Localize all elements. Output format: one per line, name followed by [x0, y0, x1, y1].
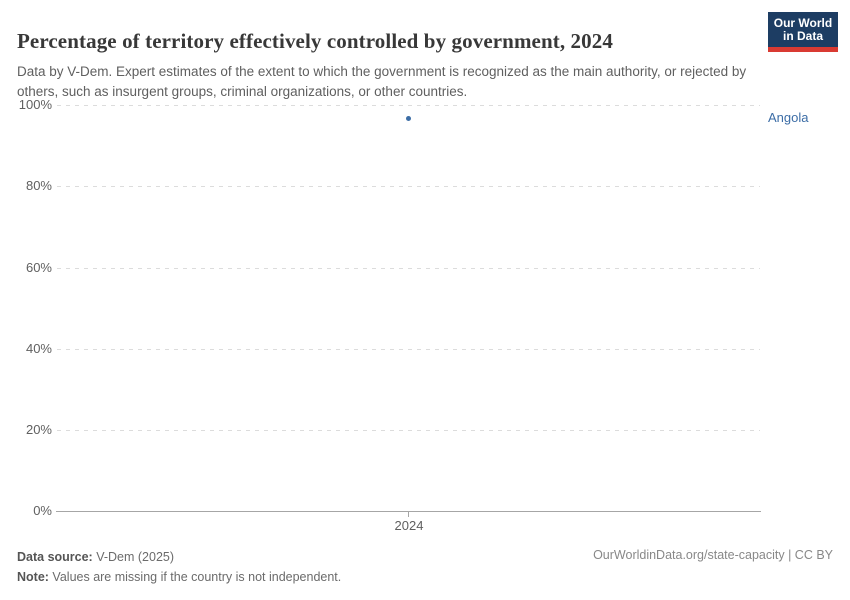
y-axis-tick-label: 40% [25, 341, 52, 356]
license-link[interactable]: OurWorldinData.org/state-capacity | CC B… [593, 548, 833, 562]
gridline-40 [57, 349, 760, 350]
y-axis-tick-label: 0% [33, 503, 52, 518]
x-axis-tick-mark [408, 512, 409, 517]
x-axis-line [56, 511, 761, 512]
owid-logo[interactable]: Our World in Data [768, 12, 838, 52]
series-label-angola[interactable]: Angola [768, 110, 809, 125]
data-source-label: Data source: [17, 550, 93, 564]
gridline-80 [57, 186, 760, 187]
y-axis-tick-label: 100% [18, 97, 52, 112]
data-point-angola[interactable] [406, 116, 411, 121]
data-source-line: Data source: V-Dem (2025) [17, 547, 341, 567]
gridline-20 [57, 430, 760, 431]
y-axis-tick-label: 20% [25, 422, 52, 437]
y-axis-tick-label: 80% [25, 178, 52, 193]
owid-logo-line2: in Data [782, 29, 823, 43]
footer-notes: Data source: V-Dem (2025) Note: Values a… [17, 547, 341, 587]
y-axis-tick-label: 60% [25, 260, 52, 275]
page-title: Percentage of territory effectively cont… [17, 29, 613, 54]
x-axis-tick-label: 2024 [394, 518, 424, 533]
note-value: Values are missing if the country is not… [48, 570, 342, 584]
chart-subtitle: Data by V-Dem. Expert estimates of the e… [17, 63, 747, 99]
gridline-100 [57, 105, 760, 106]
gridline-60 [57, 268, 760, 269]
note-line: Note: Values are missing if the country … [17, 567, 341, 587]
owid-logo-line1: Our World [773, 16, 833, 30]
data-source-value: V-Dem (2025) [92, 550, 175, 564]
note-label: Note: [17, 570, 49, 584]
